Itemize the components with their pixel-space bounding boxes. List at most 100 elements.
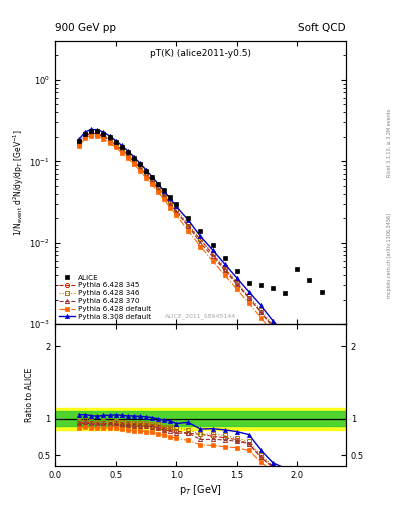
Pythia 6.428 345 <box>259 309 263 315</box>
Pythia 6.428 345 <box>222 266 227 272</box>
Pythia 6.428 346 <box>107 136 112 142</box>
Pythia 8.308 default <box>138 160 142 166</box>
ALICE <box>174 201 178 207</box>
ALICE <box>283 290 288 296</box>
Pythia 6.428 346 <box>150 177 154 183</box>
Legend: ALICE, Pythia 6.428 345, Pythia 6.428 346, Pythia 6.428 370, Pythia 6.428 defaul: ALICE, Pythia 6.428 345, Pythia 6.428 34… <box>57 272 153 322</box>
Pythia 6.428 370 <box>234 281 239 287</box>
Pythia 6.428 346 <box>89 129 94 135</box>
Pythia 6.428 370 <box>138 165 142 171</box>
Line: Pythia 6.428 370: Pythia 6.428 370 <box>77 132 324 383</box>
ALICE <box>162 187 167 194</box>
X-axis label: p$_T$ [GeV]: p$_T$ [GeV] <box>179 482 222 497</box>
ALICE <box>156 181 160 187</box>
Text: mcplots.cern.ch [arXiv:1306.3436]: mcplots.cern.ch [arXiv:1306.3436] <box>387 214 392 298</box>
ALICE <box>107 135 112 141</box>
Pythia 8.308 default <box>125 148 130 154</box>
Pythia 6.428 346 <box>95 130 100 136</box>
ALICE <box>259 282 263 288</box>
Pythia 6.428 345 <box>174 207 178 214</box>
Pythia 6.428 default <box>271 330 275 336</box>
ALICE <box>271 285 275 291</box>
Pythia 6.428 345 <box>143 171 148 177</box>
Pythia 6.428 default <box>246 301 251 307</box>
Pythia 6.428 default <box>113 144 118 151</box>
Pythia 6.428 346 <box>295 349 300 355</box>
Pythia 8.308 default <box>143 166 148 173</box>
Pythia 6.428 345 <box>138 164 142 170</box>
Pythia 6.428 370 <box>89 131 94 137</box>
Pythia 8.308 default <box>89 126 94 133</box>
Pythia 6.428 345 <box>113 142 118 148</box>
Pythia 6.428 370 <box>295 351 300 357</box>
ALICE <box>295 266 300 272</box>
Pythia 6.428 default <box>107 139 112 145</box>
ALICE <box>307 277 312 283</box>
Pythia 6.428 345 <box>307 364 312 370</box>
Pythia 8.308 default <box>295 345 300 351</box>
Pythia 8.308 default <box>246 289 251 295</box>
Pythia 6.428 346 <box>186 221 191 227</box>
Pythia 6.428 default <box>234 286 239 292</box>
ALICE <box>83 131 88 137</box>
Pythia 8.308 default <box>307 358 312 365</box>
Pythia 6.428 346 <box>119 145 124 152</box>
Line: ALICE: ALICE <box>77 129 324 296</box>
Pythia 6.428 370 <box>162 194 167 200</box>
Text: pT(K) (alice2011-y0.5): pT(K) (alice2011-y0.5) <box>150 50 251 58</box>
Y-axis label: Ratio to ALICE: Ratio to ALICE <box>25 368 34 422</box>
Pythia 6.428 370 <box>119 147 124 153</box>
Pythia 8.308 default <box>271 318 275 324</box>
Pythia 6.428 370 <box>246 295 251 301</box>
Pythia 6.428 346 <box>77 139 82 145</box>
Pythia 6.428 default <box>131 161 136 167</box>
Pythia 8.308 default <box>95 126 100 133</box>
Pythia 8.308 default <box>113 137 118 143</box>
Pythia 6.428 345 <box>295 350 300 356</box>
Pythia 6.428 370 <box>150 178 154 184</box>
Pythia 6.428 346 <box>113 140 118 146</box>
Pythia 6.428 345 <box>246 295 251 301</box>
Pythia 6.428 default <box>162 197 167 203</box>
Pythia 6.428 346 <box>138 163 142 169</box>
Text: Rivet 3.1.10, ≥ 3.2M events: Rivet 3.1.10, ≥ 3.2M events <box>387 109 392 178</box>
Pythia 6.428 370 <box>156 186 160 192</box>
Pythia 6.428 345 <box>168 200 173 206</box>
ALICE <box>319 289 324 295</box>
Pythia 6.428 370 <box>101 133 106 139</box>
ALICE <box>131 155 136 161</box>
Pythia 6.428 370 <box>174 209 178 215</box>
Pythia 6.428 345 <box>83 132 88 138</box>
Pythia 6.428 default <box>156 189 160 195</box>
Pythia 8.308 default <box>319 370 324 376</box>
ALICE <box>125 149 130 155</box>
Pythia 6.428 346 <box>101 132 106 138</box>
Pythia 6.428 default <box>89 133 94 139</box>
Pythia 6.428 default <box>283 343 288 349</box>
Pythia 6.428 default <box>174 212 178 218</box>
Pythia 6.428 370 <box>143 172 148 178</box>
ALICE <box>143 167 148 174</box>
Pythia 6.428 345 <box>107 137 112 143</box>
Pythia 6.428 346 <box>162 191 167 198</box>
Pythia 8.308 default <box>150 174 154 180</box>
Pythia 6.428 345 <box>125 152 130 158</box>
Pythia 6.428 346 <box>319 375 324 381</box>
Pythia 6.428 default <box>186 228 191 234</box>
Pythia 6.428 default <box>210 258 215 264</box>
Pythia 8.308 default <box>283 331 288 337</box>
Pythia 6.428 345 <box>162 193 167 199</box>
Pythia 8.308 default <box>168 196 173 202</box>
Pythia 8.308 default <box>198 233 203 240</box>
Pythia 6.428 370 <box>125 153 130 159</box>
Pythia 6.428 346 <box>307 362 312 369</box>
Pythia 6.428 345 <box>283 336 288 343</box>
Pythia 6.428 370 <box>107 137 112 143</box>
ALICE <box>113 139 118 145</box>
Line: Pythia 8.308 default: Pythia 8.308 default <box>77 127 324 375</box>
Pythia 8.308 default <box>107 133 112 139</box>
Pythia 8.308 default <box>174 203 178 209</box>
ALICE <box>234 268 239 274</box>
ALICE <box>210 242 215 248</box>
Pythia 6.428 370 <box>77 141 82 147</box>
